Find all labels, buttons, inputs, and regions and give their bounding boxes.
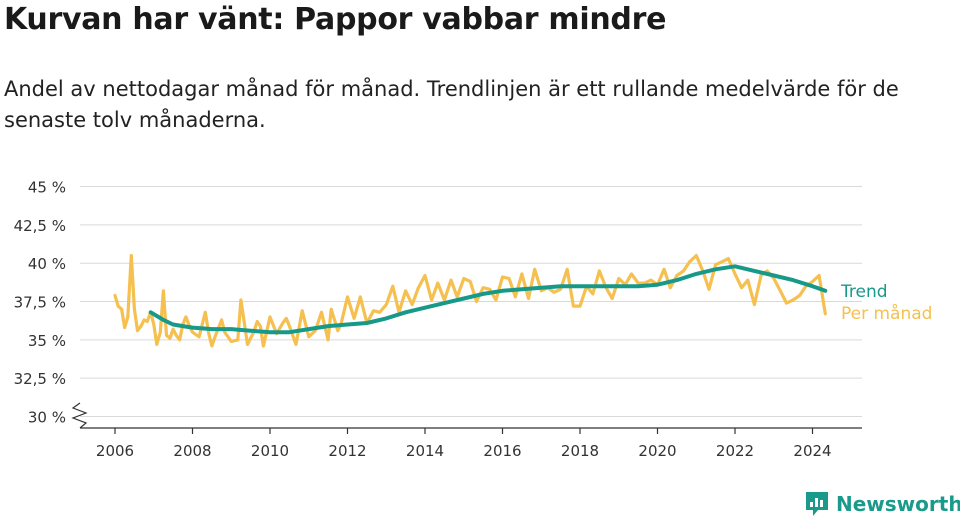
y-tick-label: 40 % <box>28 255 66 273</box>
x-tick-label: 2006 <box>96 442 134 460</box>
x-tick-label: 2020 <box>638 442 676 460</box>
y-tick-label: 42,5 % <box>14 217 66 235</box>
x-tick-label: 2018 <box>561 442 599 460</box>
y-tick-label: 37,5 % <box>14 294 66 312</box>
brand-logo: Newsworthy <box>804 490 960 518</box>
series-label-trend: Trend <box>840 282 888 302</box>
chart-title: Kurvan har vänt: Pappor vabbar mindre <box>4 2 667 37</box>
y-axis-break-icon <box>71 402 88 429</box>
x-tick-label: 2024 <box>793 442 831 460</box>
series-layer <box>113 253 828 348</box>
grid-layer <box>80 186 862 417</box>
y-tick-label: 30 % <box>28 409 66 427</box>
x-tick-label: 2008 <box>173 442 211 460</box>
line-chart: 30 %32,5 %35 %37,5 %40 %42,5 %45 % 2006 2… <box>14 179 933 460</box>
y-tick-label: 35 % <box>28 332 66 350</box>
x-tick-label: 2010 <box>251 442 289 460</box>
series-line-per-manad <box>113 253 827 348</box>
axis-break-zigzag <box>71 402 88 429</box>
y-tick-label: 45 % <box>28 179 66 197</box>
x-tick-label: 2016 <box>483 442 521 460</box>
newsworthy-chart-icon <box>806 492 828 516</box>
x-tick-label: 2012 <box>328 442 366 460</box>
brand-name: Newsworthy <box>836 492 960 516</box>
y-tick-label: 32,5 % <box>14 370 66 388</box>
x-tick-label: 2022 <box>716 442 754 460</box>
y-axis: 30 % 32,5 % 35 % 37,5 % 40 % 42,5 % 45 % <box>14 179 66 427</box>
x-tick-label: 2014 <box>406 442 444 460</box>
chart-subtitle: Andel av nettodagar månad för månad. Tre… <box>4 77 899 132</box>
series-line-trend <box>148 264 828 335</box>
x-axis: 2006 2008 2010 2012 2014 2016 2018 2020 2022 2024 <box>80 427 862 460</box>
series-label-per-manad: Per månad <box>841 303 932 324</box>
